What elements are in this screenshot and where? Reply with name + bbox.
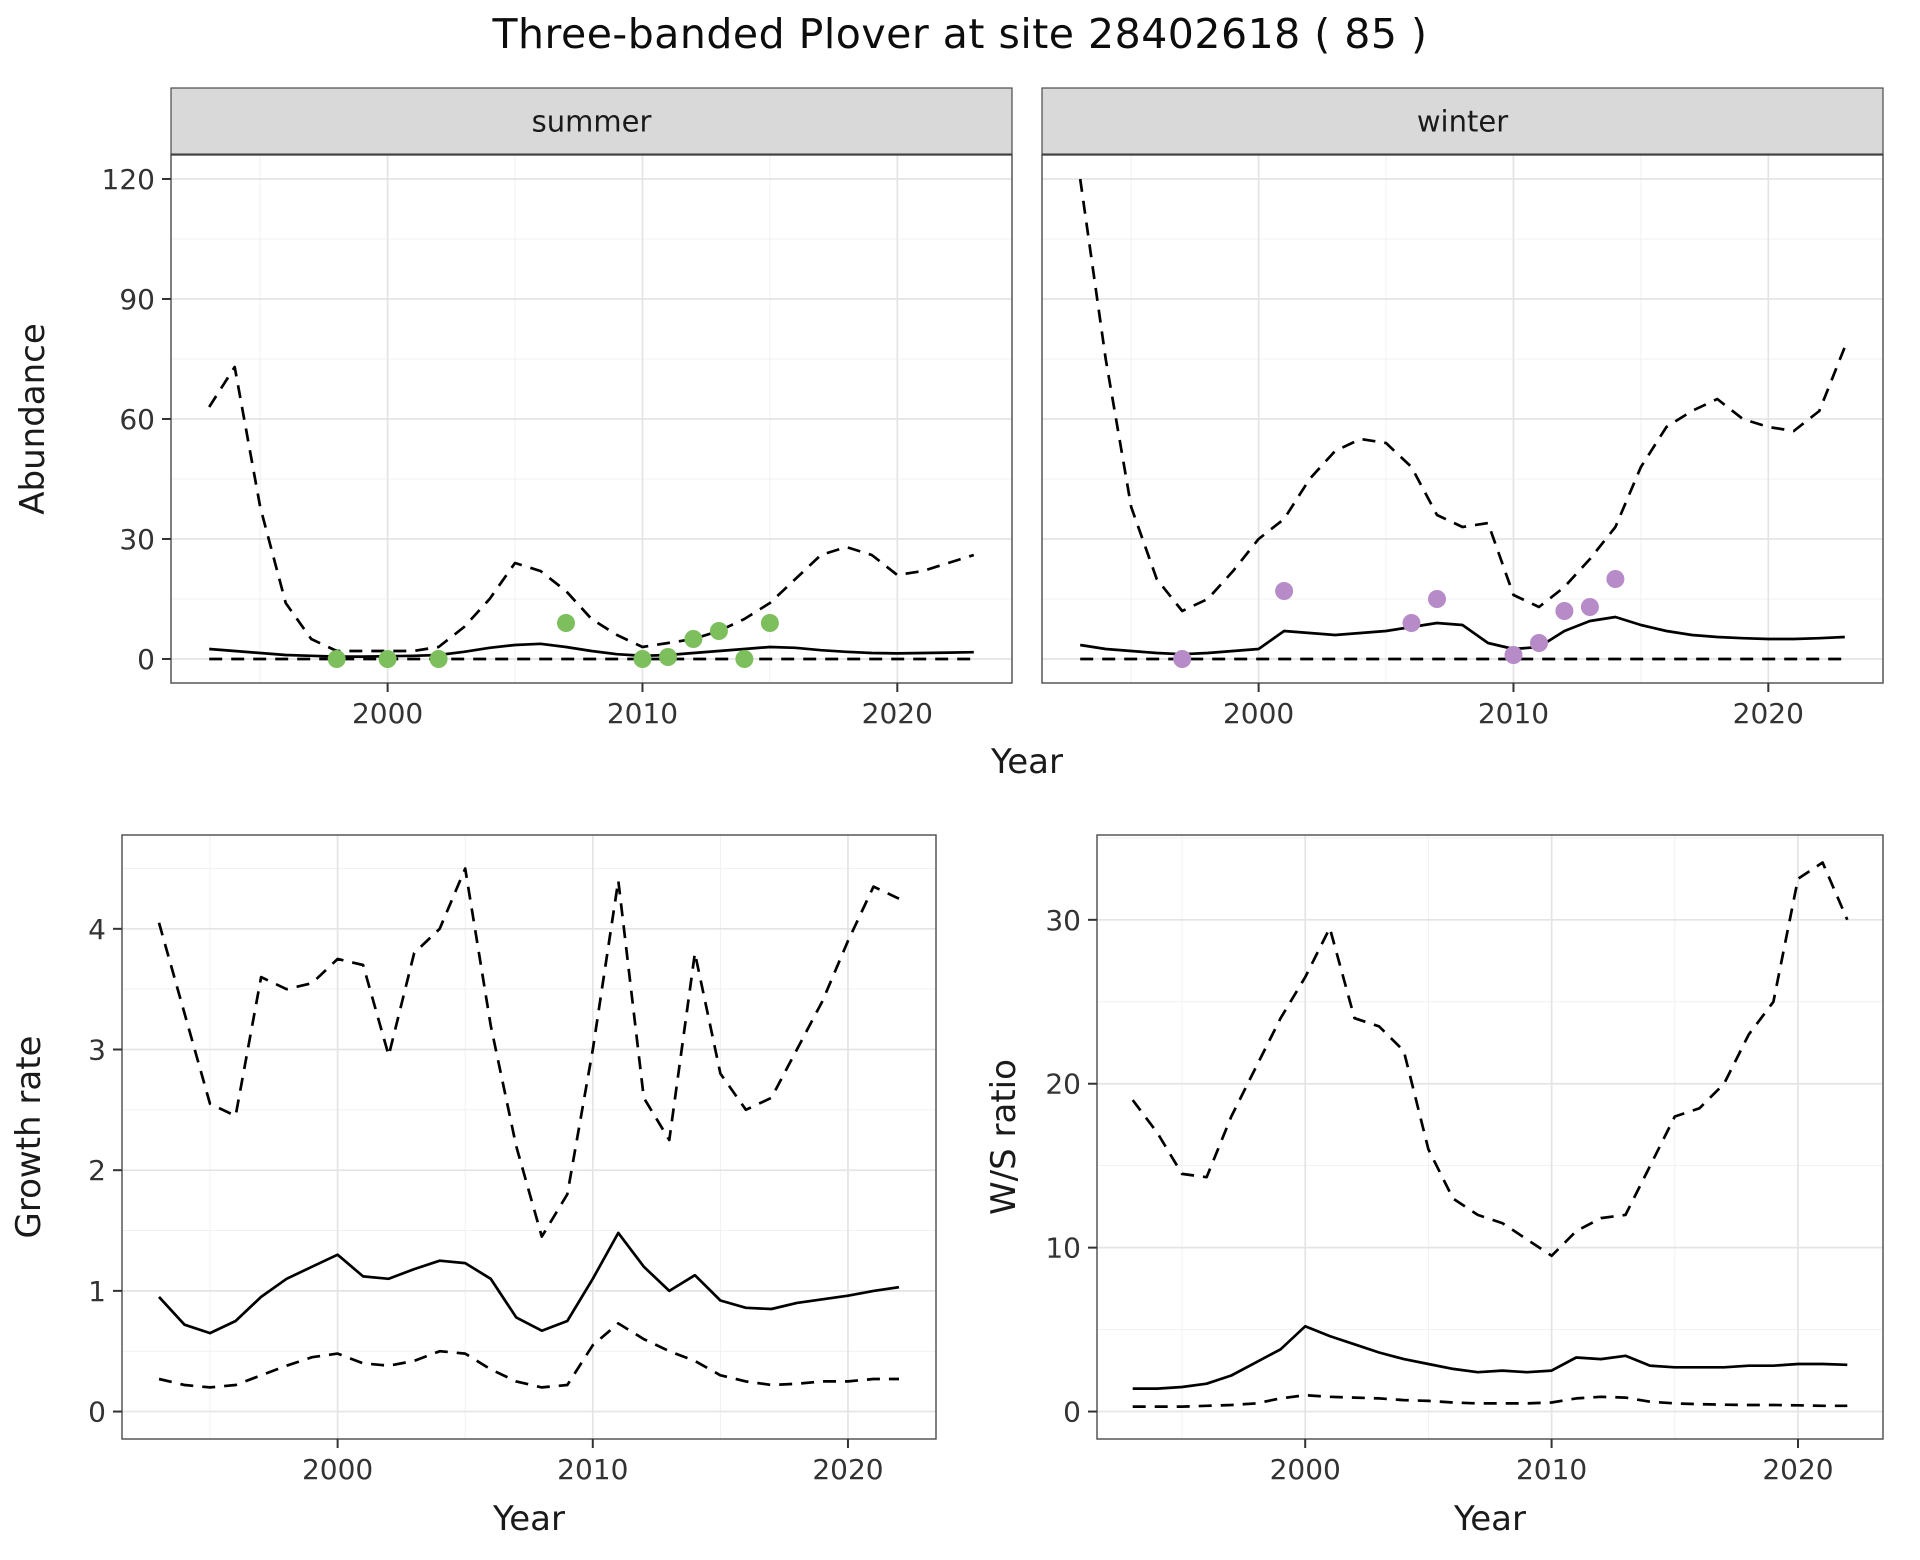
panel-abundance-summer: summer 2000 2010 2020 0 30 60 90 120: [102, 87, 1013, 730]
y-tick-label: 2: [88, 1154, 106, 1187]
y-tick-label: 90: [119, 283, 155, 316]
y-tick-label: 30: [119, 523, 155, 556]
observed-abundance-summer-point: [659, 648, 677, 666]
x-tick-label: 2000: [302, 1453, 373, 1486]
observed-abundance-summer-point: [429, 650, 448, 668]
x-tick-label: 2010: [557, 1453, 628, 1486]
y-tick-label: 0: [88, 1396, 106, 1429]
series-group: [157, 867, 900, 1389]
panel-ws-ratio: 2000 2010 2020 0 10 20 30: [1045, 834, 1884, 1486]
panel-growth-rate: 2000 2010 2020 0 1 2 3 4: [88, 834, 937, 1486]
observed-abundance-summer-point: [633, 650, 652, 668]
observed-abundance-winter-point: [1402, 614, 1421, 632]
observed-abundance-winter-point: [1530, 634, 1548, 652]
x-tick-label: 2020: [812, 1453, 883, 1486]
y-tick-label: 20: [1045, 1068, 1081, 1101]
y-tick-label: 10: [1045, 1232, 1081, 1265]
series-line-upper_ci: [1078, 178, 1847, 613]
observed-abundance-summer-point: [735, 650, 754, 668]
series-line-median: [158, 1231, 900, 1335]
series-line-lower_ci: [1132, 1393, 1848, 1408]
facet-strip: [1041, 87, 1884, 156]
observed-abundance-summer-point: [557, 614, 575, 632]
series-group: [1078, 178, 1847, 668]
y-tick-label: 1: [88, 1275, 106, 1308]
y-axis-title-ws-ratio: W/S ratio: [984, 1059, 1024, 1215]
series-line-median: [1079, 615, 1845, 656]
y-tick-label: 30: [1045, 904, 1081, 937]
x-tick-label: 2020: [862, 697, 933, 730]
panel-border: [1096, 834, 1884, 1440]
panel-background: [1097, 835, 1883, 1439]
series-group: [208, 365, 975, 668]
observed-abundance-winter-point: [1504, 646, 1523, 664]
y-tick-label: 0: [1063, 1396, 1081, 1429]
panel-border: [121, 834, 937, 1440]
observed-abundance-summer-point: [378, 650, 397, 668]
series-line-upper_ci: [157, 867, 900, 1238]
observed-abundance-summer-point: [327, 650, 346, 668]
plot-title: Three-banded Plover at site 28402618 ( 8…: [492, 10, 1428, 58]
facet-strip-label: summer: [532, 105, 652, 139]
panel-abundance-winter: winter 2000 2010 2020: [1041, 87, 1884, 730]
x-tick-label: 2010: [1516, 1453, 1587, 1486]
facet-strip-label: winter: [1417, 105, 1508, 139]
panel-border: [1041, 154, 1884, 684]
x-tick-label: 2000: [1223, 697, 1294, 730]
series-line-upper_ci: [1131, 861, 1849, 1258]
observed-abundance-winter-point: [1428, 590, 1446, 608]
x-tick-label: 2000: [1270, 1453, 1341, 1486]
facet-strip: [170, 87, 1013, 156]
x-tick-label: 2010: [1478, 697, 1549, 730]
y-tick-label: 120: [102, 163, 155, 196]
y-axis-title-growth-rate: Growth rate: [9, 1036, 49, 1239]
x-tick-label: 2020: [1762, 1453, 1833, 1486]
x-axis-title-bottom-left: Year: [492, 1499, 565, 1539]
x-tick-label: 2020: [1733, 697, 1804, 730]
observed-abundance-summer-point: [684, 630, 703, 648]
y-tick-label: 60: [119, 403, 155, 436]
y-tick-label: 3: [88, 1034, 106, 1067]
y-axis-title-abundance: Abundance: [13, 323, 53, 515]
series-line-median: [1132, 1324, 1848, 1390]
x-axis-title-top: Year: [990, 742, 1063, 782]
observed-abundance-summer-point: [709, 622, 728, 640]
x-axis-title-bottom-right: Year: [1453, 1499, 1526, 1539]
observed-abundance-winter-point: [1606, 570, 1625, 588]
observed-abundance-winter-point: [1555, 602, 1574, 620]
y-tick-label: 4: [88, 913, 106, 946]
observed-abundance-winter-point: [1580, 598, 1599, 616]
series-group: [1131, 861, 1849, 1408]
panel-background: [122, 835, 936, 1439]
observed-abundance-summer-point: [760, 614, 779, 632]
y-tick-label: 0: [137, 643, 155, 676]
x-tick-label: 2000: [352, 697, 423, 730]
observed-abundance-winter-point: [1173, 650, 1192, 668]
x-tick-label: 2010: [607, 697, 678, 730]
observed-abundance-winter-point: [1275, 582, 1294, 600]
